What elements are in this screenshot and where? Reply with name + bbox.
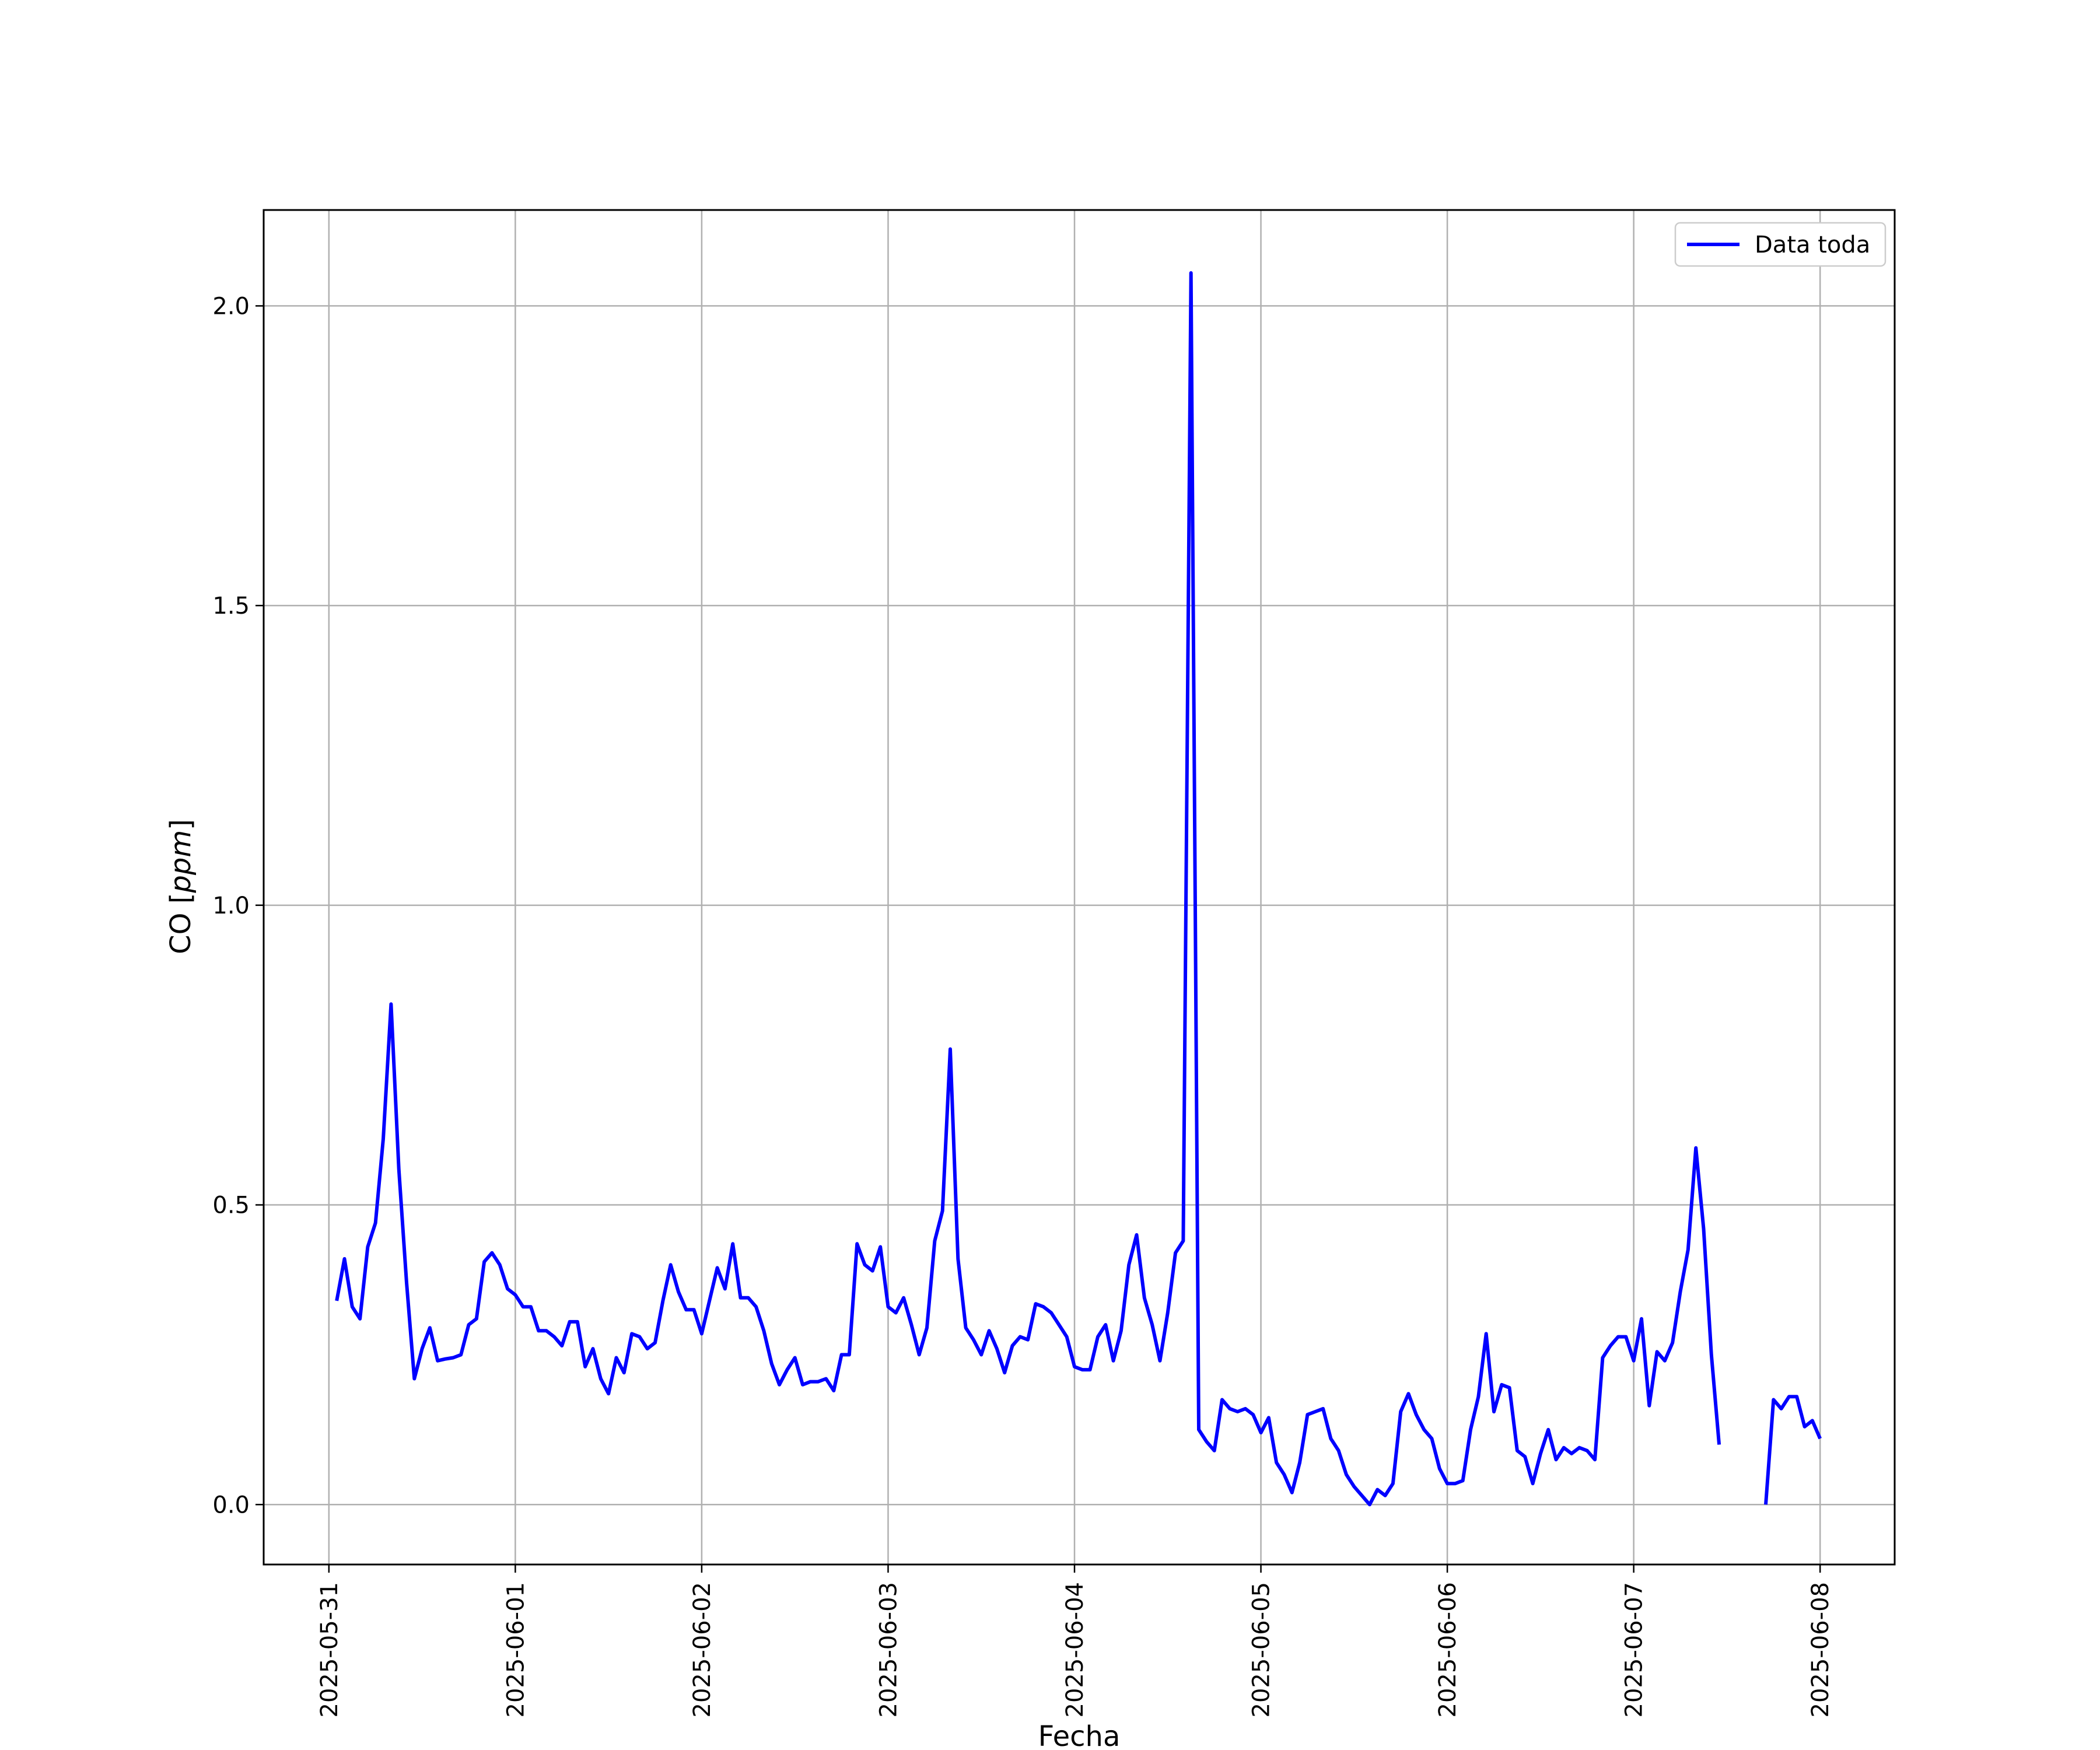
y-tick-label: 2.0 xyxy=(212,293,250,320)
x-axis-title: Fecha xyxy=(1038,1720,1121,1750)
y-axis: 0.0 0.5 1.0 1.5 2.0 xyxy=(212,293,264,1518)
grid-lines xyxy=(264,210,1895,1564)
y-tick-label: 1.0 xyxy=(212,892,250,919)
y-axis-title-prefix: CO [ xyxy=(164,893,197,954)
x-tick-label: 2025-06-08 xyxy=(1807,1582,1834,1717)
legend-label: Data toda xyxy=(1755,232,1870,258)
x-tick-label: 2025-06-01 xyxy=(502,1582,529,1717)
y-axis-title-suffix: ] xyxy=(164,819,197,830)
x-tick-label: 2025-06-03 xyxy=(875,1582,902,1717)
y-tick-label: 0.0 xyxy=(212,1492,250,1518)
y-axis-title: CO [ppm] xyxy=(164,819,197,954)
y-axis-title-unit: ppm xyxy=(164,830,197,894)
plot-frame xyxy=(262,209,1896,1566)
x-tick-label: 2025-06-07 xyxy=(1621,1582,1648,1717)
legend-box xyxy=(1674,222,1887,267)
x-axis: 2025-05-31 2025-06-01 2025-06-02 2025-06-03… xyxy=(316,1564,1834,1717)
x-tick-label: 2025-06-02 xyxy=(689,1582,716,1717)
series-line-data-toda xyxy=(335,271,1822,1507)
x-tick-label: 2025-05-31 xyxy=(316,1582,343,1717)
y-tick-label: 0.5 xyxy=(212,1192,250,1219)
x-tick-label: 2025-06-05 xyxy=(1248,1582,1275,1717)
x-tick-label: 2025-06-04 xyxy=(1062,1582,1088,1717)
x-tick-label: 2025-06-06 xyxy=(1434,1582,1461,1717)
y-tick-label: 1.5 xyxy=(212,593,250,620)
legend: Data toda xyxy=(1674,222,1887,267)
